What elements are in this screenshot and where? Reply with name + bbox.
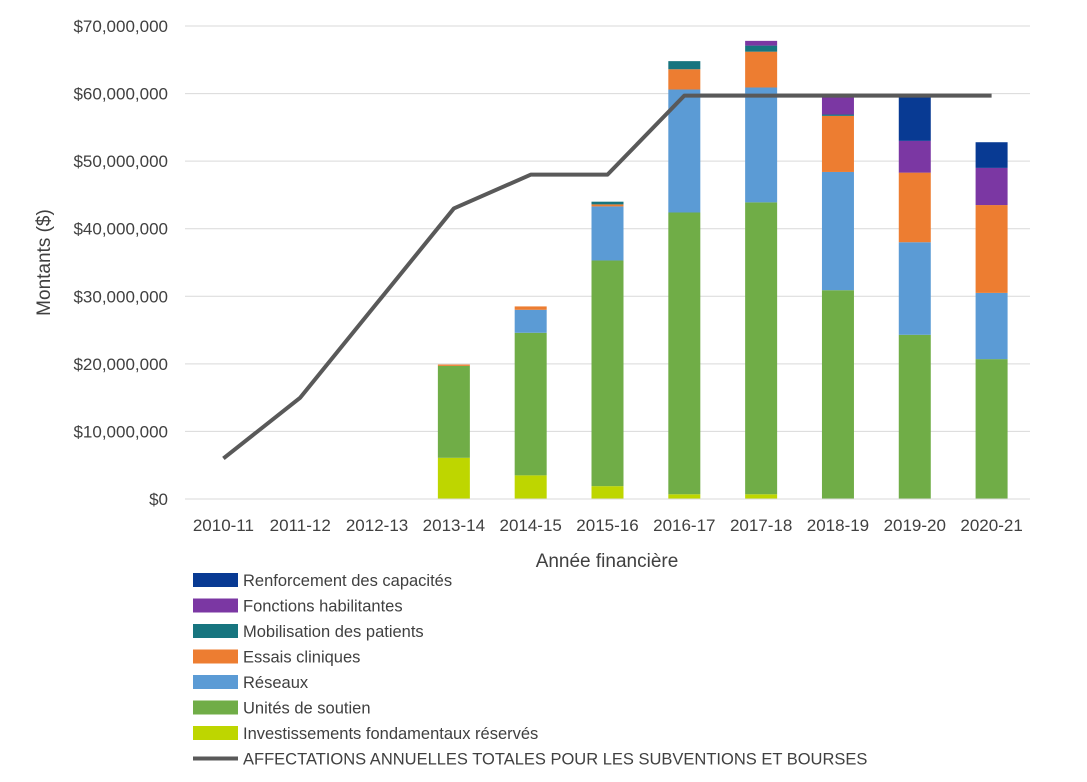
bar-segment [975, 359, 1008, 499]
y-axis-ticks: $0 $10,000,000 $20,000,000 $30,000,000 $40,0… [73, 17, 168, 509]
legend-label: Essais cliniques [243, 649, 360, 667]
bar-segment [668, 69, 701, 90]
x-tick-label: 2011-12 [270, 516, 331, 535]
bar-segment [975, 292, 1008, 360]
legend-swatch [193, 573, 238, 587]
legend-label: Fonctions habilitantes [243, 598, 403, 616]
bar-segment [975, 205, 1008, 293]
bar-segment [514, 306, 547, 310]
x-tick-label: 2013-14 [423, 516, 485, 535]
bar-segment [821, 96, 854, 115]
legend-swatch [193, 700, 238, 715]
y-tick-label: $60,000,000 [73, 85, 168, 104]
legend-swatch [193, 598, 238, 613]
y-tick-label: $30,000,000 [73, 287, 168, 306]
legend-label: Mobilisation des patients [243, 623, 424, 641]
bar-segment [821, 115, 854, 172]
bar-segment [591, 260, 624, 487]
bar-segment [898, 140, 931, 173]
bar-segment [514, 332, 547, 476]
bar-segment [668, 494, 701, 499]
y-tick-label: $50,000,000 [73, 152, 168, 171]
x-tick-label: 2014-15 [499, 516, 561, 535]
y-tick-label: $10,000,000 [73, 422, 168, 441]
legend-label: Renforcement des capacités [243, 572, 452, 590]
bar-segment [745, 51, 778, 88]
bar-segment [668, 61, 701, 70]
bar-segment [514, 475, 547, 499]
x-tick-label: 2019-20 [884, 516, 946, 535]
x-axis-ticks: 2010-11 2011-12 2012-13 2013-14 2014-15 2015-… [193, 516, 1023, 535]
bar-segment [975, 142, 1008, 168]
bar-segment [591, 206, 624, 261]
bar-segment [668, 212, 701, 495]
bars [437, 40, 1008, 499]
total-allocation-polyline [222, 93, 992, 461]
legend-label: AFFECTATIONS ANNUELLES TOTALES POUR LES … [243, 751, 867, 769]
legend-swatch [193, 726, 238, 740]
y-tick-label: $0 [149, 490, 168, 509]
legend-swatch [193, 675, 238, 689]
bar-segment [668, 89, 701, 213]
x-tick-label: 2010-11 [193, 516, 254, 535]
bar-segment [745, 45, 778, 52]
legend-label: Investissements fondamentaux réservés [243, 725, 538, 743]
bar-segment [898, 172, 931, 243]
x-tick-label: 2018-19 [807, 516, 869, 535]
bar-segment [437, 365, 470, 458]
bar-segment [437, 364, 470, 366]
legend: Renforcement des capacités Fonctions habi… [193, 572, 867, 769]
bar-segment [437, 457, 470, 499]
legend-swatch [193, 649, 238, 664]
bar-segment [898, 242, 931, 335]
bar-segment [745, 87, 778, 203]
y-tick-label: $70,000,000 [73, 17, 168, 36]
total-allocation-line [222, 93, 992, 461]
y-tick-label: $40,000,000 [73, 220, 168, 239]
bar-segment [514, 309, 547, 333]
x-tick-label: 2015-16 [576, 516, 638, 535]
x-tick-label: 2020-21 [960, 516, 1022, 535]
bar-segment [821, 290, 854, 499]
legend-label: Unités de soutien [243, 700, 371, 718]
bar-segment [745, 202, 778, 495]
legend-label: Réseaux [243, 674, 309, 692]
bar-segment [821, 171, 854, 291]
bar-segment [898, 96, 931, 141]
bar-segment [745, 494, 778, 499]
bar-segment [591, 486, 624, 499]
y-tick-label: $20,000,000 [73, 355, 168, 374]
y-axis-title: Montants ($) [34, 209, 55, 316]
bar-segment [591, 204, 624, 207]
x-axis-title: Année financière [536, 551, 679, 572]
x-tick-label: 2016-17 [653, 516, 715, 535]
bar-segment [898, 334, 931, 499]
x-tick-label: 2017-18 [730, 516, 792, 535]
bar-segment [975, 167, 1008, 206]
bar-segment [591, 201, 624, 205]
bar-segment [821, 114, 854, 116]
x-tick-label: 2012-13 [346, 516, 408, 535]
bar-segment [745, 40, 778, 46]
legend-swatch [193, 624, 238, 638]
